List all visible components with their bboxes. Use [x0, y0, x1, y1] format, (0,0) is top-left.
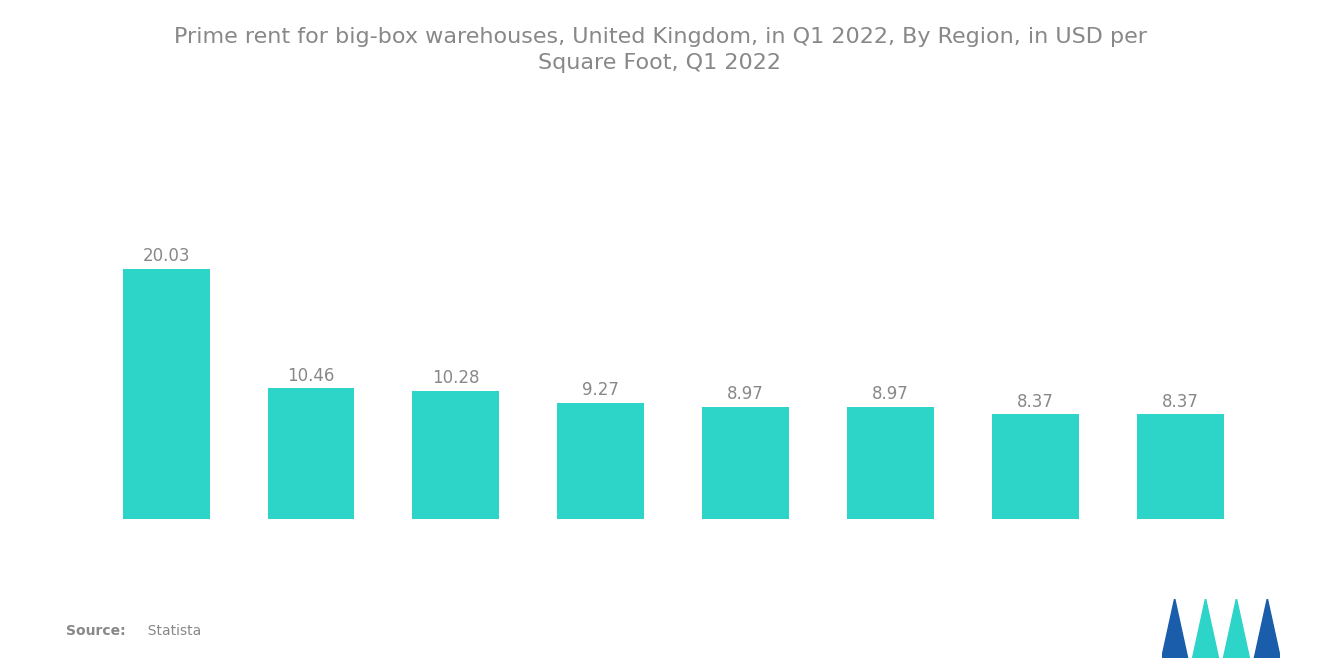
Text: 10.46: 10.46	[288, 366, 335, 384]
Bar	[702, 407, 789, 519]
Bar	[847, 407, 935, 519]
Polygon shape	[1254, 598, 1280, 658]
Text: 8.97: 8.97	[873, 385, 909, 403]
Bar	[268, 388, 355, 519]
Bar	[412, 390, 499, 519]
Polygon shape	[1224, 598, 1250, 658]
Text: 20.03: 20.03	[143, 247, 190, 265]
Bar	[991, 414, 1078, 519]
Text: Statista: Statista	[139, 624, 201, 638]
Text: 8.97: 8.97	[727, 385, 764, 403]
Text: Prime rent for big-box warehouses, United Kingdom, in Q1 2022, By Region, in USD: Prime rent for big-box warehouses, Unite…	[173, 27, 1147, 73]
Text: 8.37: 8.37	[1162, 392, 1199, 410]
Polygon shape	[1162, 598, 1188, 658]
Bar	[123, 269, 210, 519]
Text: Source:: Source:	[66, 624, 125, 638]
Text: 10.28: 10.28	[432, 369, 479, 387]
Text: 8.37: 8.37	[1016, 392, 1053, 410]
Bar	[1137, 414, 1224, 519]
Polygon shape	[1192, 598, 1218, 658]
Text: 9.27: 9.27	[582, 381, 619, 400]
Bar	[557, 403, 644, 519]
